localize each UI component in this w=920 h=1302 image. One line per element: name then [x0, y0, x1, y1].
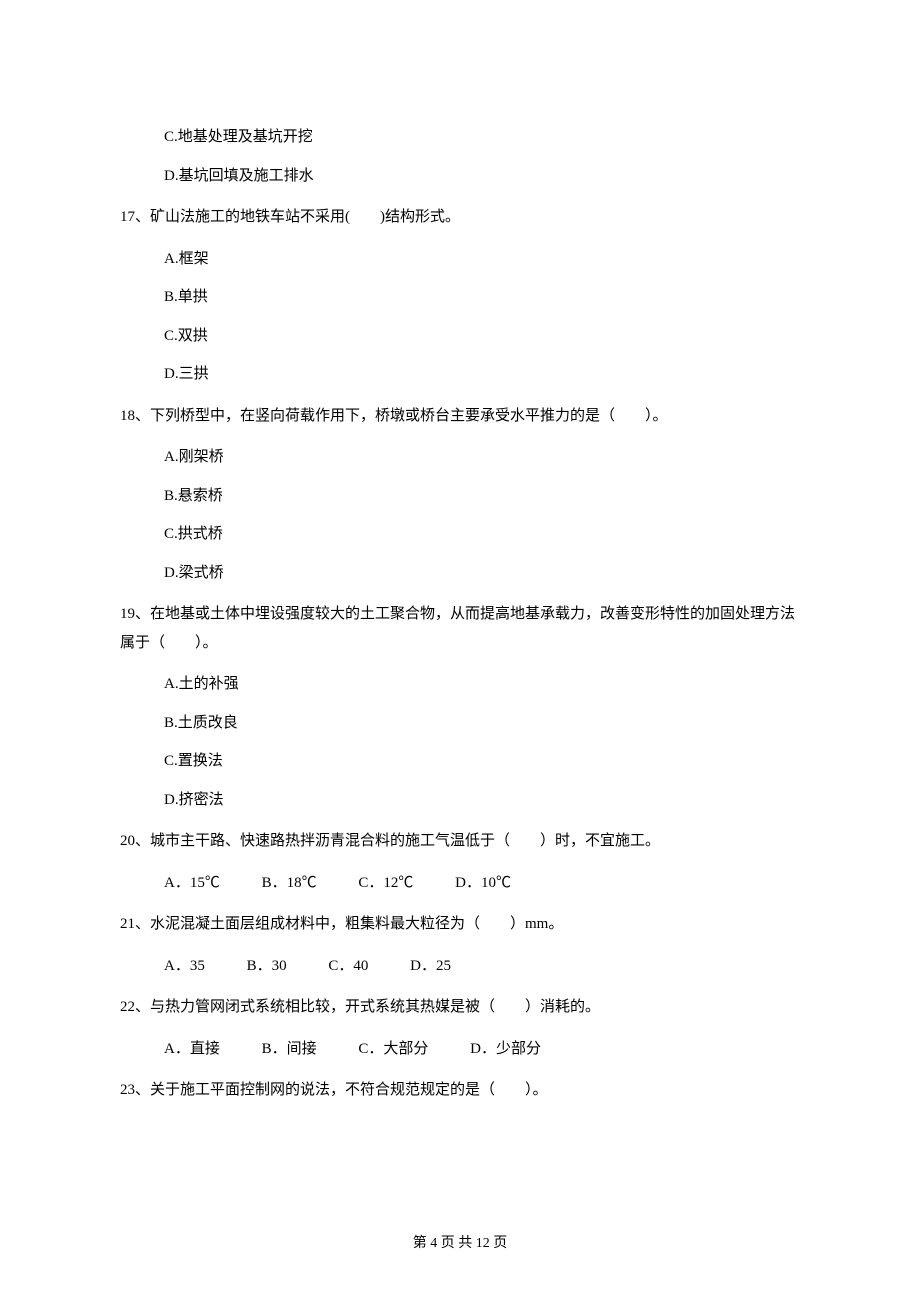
q21-opt-d: D．25	[410, 955, 451, 978]
q19-opt-a: A.土的补强	[164, 673, 800, 696]
q19-text: 19、在地基或土体中埋设强度较大的土工聚合物，从而提高地基承载力，改善变形特性的…	[120, 600, 800, 657]
q16-opt-c: C.地基处理及基坑开挖	[164, 126, 800, 149]
q17-text: 17、矿山法施工的地铁车站不采用( )结构形式。	[120, 203, 800, 232]
q22-opt-c: C．大部分	[358, 1038, 428, 1061]
question-21: 21、水泥混凝土面层组成材料中，粗集料最大粒径为（ ）mm。 A．35 B．30…	[120, 910, 800, 977]
page-footer: 第 4 页 共 12 页	[120, 1233, 800, 1254]
q18-opt-b: B.悬索桥	[164, 485, 800, 508]
q17-opt-b: B.单拱	[164, 286, 800, 309]
q23-text: 23、关于施工平面控制网的说法，不符合规范规定的是（ ）。	[120, 1076, 800, 1105]
q20-opt-a: A．15℃	[164, 872, 220, 895]
q16-options-tail: C.地基处理及基坑开挖 D.基坑回填及施工排水	[120, 126, 800, 187]
q19-opt-d: D.挤密法	[164, 789, 800, 812]
q22-options: A．直接 B．间接 C．大部分 D．少部分	[120, 1038, 800, 1061]
q22-text: 22、与热力管网闭式系统相比较，开式系统其热媒是被（ ）消耗的。	[120, 993, 800, 1022]
q20-text: 20、城市主干路、快速路热拌沥青混合料的施工气温低于（ ）时，不宜施工。	[120, 827, 800, 856]
q17-opt-a: A.框架	[164, 248, 800, 271]
question-20: 20、城市主干路、快速路热拌沥青混合料的施工气温低于（ ）时，不宜施工。 A．1…	[120, 827, 800, 894]
q20-options: A．15℃ B．18℃ C．12℃ D．10℃	[120, 872, 800, 895]
q20-opt-d: D．10℃	[455, 872, 511, 895]
q20-opt-b: B．18℃	[262, 872, 317, 895]
q21-text: 21、水泥混凝土面层组成材料中，粗集料最大粒径为（ ）mm。	[120, 910, 800, 939]
q19-options: A.土的补强 B.土质改良 C.置换法 D.挤密法	[120, 673, 800, 811]
q22-opt-b: B．间接	[262, 1038, 317, 1061]
q19-opt-c: C.置换法	[164, 750, 800, 773]
question-18: 18、下列桥型中，在竖向荷载作用下，桥墩或桥台主要承受水平推力的是（ ）。 A.…	[120, 402, 800, 585]
question-17: 17、矿山法施工的地铁车站不采用( )结构形式。 A.框架 B.单拱 C.双拱 …	[120, 203, 800, 386]
question-19: 19、在地基或土体中埋设强度较大的土工聚合物，从而提高地基承载力，改善变形特性的…	[120, 600, 800, 811]
q22-opt-d: D．少部分	[470, 1038, 541, 1061]
q19-opt-b: B.土质改良	[164, 712, 800, 735]
question-22: 22、与热力管网闭式系统相比较，开式系统其热媒是被（ ）消耗的。 A．直接 B．…	[120, 993, 800, 1060]
q16-opt-d: D.基坑回填及施工排水	[164, 165, 800, 188]
q18-opt-c: C.拱式桥	[164, 523, 800, 546]
q21-options: A．35 B．30 C．40 D．25	[120, 955, 800, 978]
question-23: 23、关于施工平面控制网的说法，不符合规范规定的是（ ）。	[120, 1076, 800, 1105]
q17-opt-d: D.三拱	[164, 363, 800, 386]
q20-opt-c: C．12℃	[358, 872, 413, 895]
page: C.地基处理及基坑开挖 D.基坑回填及施工排水 17、矿山法施工的地铁车站不采用…	[0, 0, 920, 1302]
q17-options: A.框架 B.单拱 C.双拱 D.三拱	[120, 248, 800, 386]
q18-opt-a: A.刚架桥	[164, 446, 800, 469]
q22-opt-a: A．直接	[164, 1038, 220, 1061]
q17-opt-c: C.双拱	[164, 325, 800, 348]
q18-text: 18、下列桥型中，在竖向荷载作用下，桥墩或桥台主要承受水平推力的是（ ）。	[120, 402, 800, 431]
q18-opt-d: D.梁式桥	[164, 562, 800, 585]
q21-opt-c: C．40	[328, 955, 368, 978]
q21-opt-b: B．30	[247, 955, 287, 978]
q18-options: A.刚架桥 B.悬索桥 C.拱式桥 D.梁式桥	[120, 446, 800, 584]
q21-opt-a: A．35	[164, 955, 205, 978]
